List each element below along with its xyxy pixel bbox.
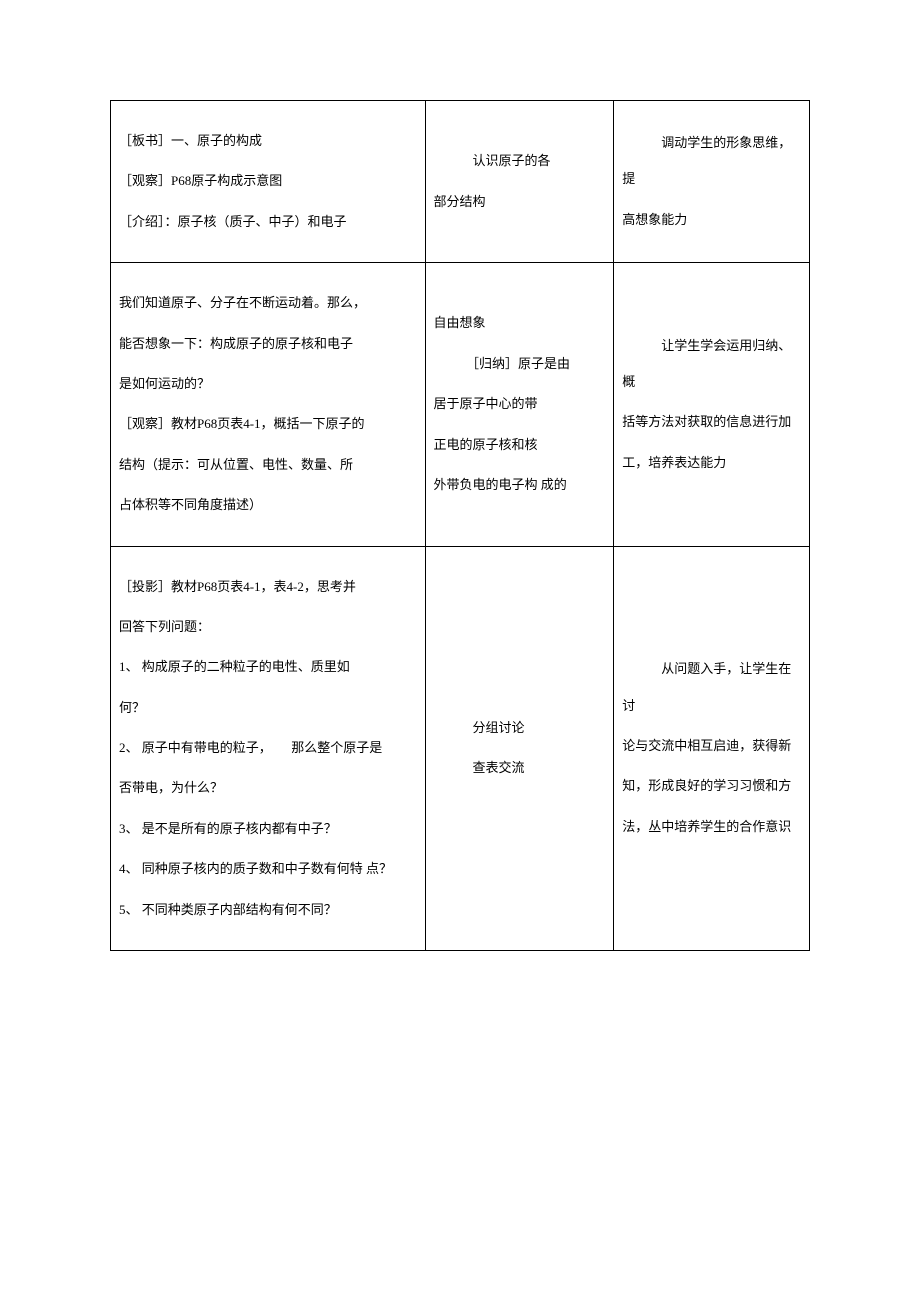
- table-row: ［投影］教材P68页表4-1，表4-2，思考并回答下列问题：1、 构成原子的二种…: [111, 546, 810, 951]
- teacher-activity-cell: ［投影］教材P68页表4-1，表4-2，思考并回答下列问题：1、 构成原子的二种…: [111, 546, 426, 951]
- design-intent-cell: 调动学生的形象思维，提高想象能力: [614, 101, 810, 263]
- student-activity-cell: 认识原子的各部分结构: [425, 101, 614, 263]
- teacher-activity-cell: 我们知道原子、分子在不断运动着。那么，能否想象一下：构成原子的原子核和电子是如何…: [111, 263, 426, 546]
- table-row: 我们知道原子、分子在不断运动着。那么，能否想象一下：构成原子的原子核和电子是如何…: [111, 263, 810, 546]
- design-intent-cell: 让学生学会运用归纳、概括等方法对获取的信息进行加工，培养表达能力: [614, 263, 810, 546]
- student-activity-cell: 自由想象 ［归纳］原子是由居于原子中心的带正电的原子核和核外带负电的电子构 成的: [425, 263, 614, 546]
- design-intent-cell: 从问题入手，让学生在讨论与交流中相互启迪，获得新知，形成良好的学习习惯和方法，丛…: [614, 546, 810, 951]
- teacher-activity-cell: ［板书］一、原子的构成［观察］P68原子构成示意图［介绍］：原子核（质子、中子）…: [111, 101, 426, 263]
- table-row: ［板书］一、原子的构成［观察］P68原子构成示意图［介绍］：原子核（质子、中子）…: [111, 101, 810, 263]
- lesson-plan-table: ［板书］一、原子的构成［观察］P68原子构成示意图［介绍］：原子核（质子、中子）…: [110, 100, 810, 951]
- student-activity-cell: 分组讨论 查表交流: [425, 546, 614, 951]
